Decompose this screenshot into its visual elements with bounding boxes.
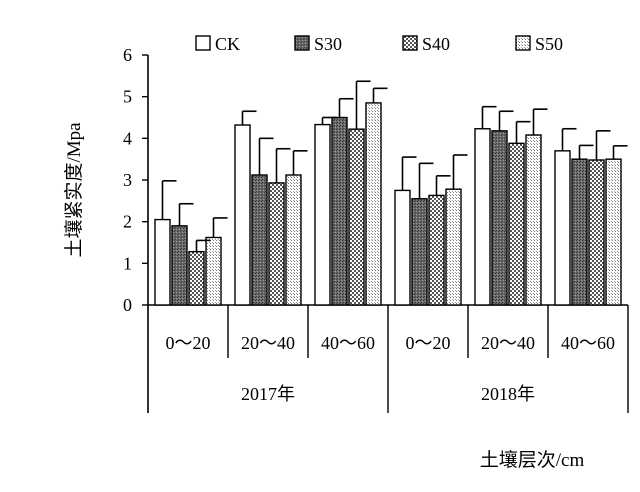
bar-series	[154, 102, 622, 306]
bar-ck	[474, 128, 491, 306]
bar-s30	[171, 225, 188, 306]
bar-ck	[554, 150, 571, 306]
legend-swatch-ck	[195, 35, 211, 51]
y-tick-label: 4	[123, 128, 132, 148]
legend-label-s50: S50	[535, 34, 563, 54]
category-label: 0～20	[166, 333, 211, 353]
y-axis-title: 土壤紧实度/Mpa	[63, 122, 85, 258]
bar-s30	[331, 116, 348, 306]
bar-s50	[205, 236, 222, 306]
category-label: 40～60	[321, 333, 375, 353]
bar-s40	[588, 159, 605, 306]
bar-s30	[411, 198, 428, 306]
legend-swatch-s30	[294, 35, 310, 51]
bar-s40	[268, 182, 285, 306]
category-label: 0～20	[406, 333, 451, 353]
bar-s50	[605, 158, 622, 306]
bar-s40	[348, 128, 365, 306]
bar-s50	[285, 174, 302, 306]
category-labels: 2017年 0～20 20～40 40～60 2018年 0～20 20～40 40～60	[166, 305, 629, 413]
category-label: 20～40	[481, 333, 535, 353]
group-label: 2018年	[481, 384, 535, 404]
legend-label-ck: CK	[215, 34, 240, 54]
y-tick-label: 0	[123, 295, 132, 315]
group-label: 2017年	[241, 384, 295, 404]
legend-label-s30: S30	[314, 34, 342, 54]
legend-swatch-s40	[402, 35, 418, 51]
bar-s40	[428, 194, 445, 306]
legend-swatch-s50	[515, 35, 531, 51]
category-label: 40～60	[561, 333, 615, 353]
bar-s30	[251, 174, 268, 306]
bar-s50	[365, 102, 382, 306]
x-axis-title: 土壤层次/cm	[480, 449, 585, 471]
bar-ck	[234, 124, 251, 306]
y-tick-label: 3	[123, 170, 132, 190]
y-tick-label: 6	[123, 45, 132, 65]
error-bars	[161, 80, 628, 252]
y-tick-label: 2	[123, 212, 132, 232]
bar-ck	[314, 123, 331, 306]
bar-ck	[154, 218, 171, 306]
bar-s30	[571, 158, 588, 306]
y-tick-label: 5	[123, 87, 132, 107]
bar-ck	[394, 189, 411, 306]
bar-s50	[525, 134, 542, 306]
bar-s50	[445, 188, 462, 306]
bar-s40	[508, 142, 525, 306]
bar-s30	[491, 130, 508, 306]
category-label: 20～40	[241, 333, 295, 353]
legend-label-s40: S40	[422, 34, 450, 54]
y-tick-label: 1	[123, 253, 132, 273]
legend: CK S30 S40 S50	[195, 34, 563, 54]
bar-s40	[188, 250, 205, 306]
